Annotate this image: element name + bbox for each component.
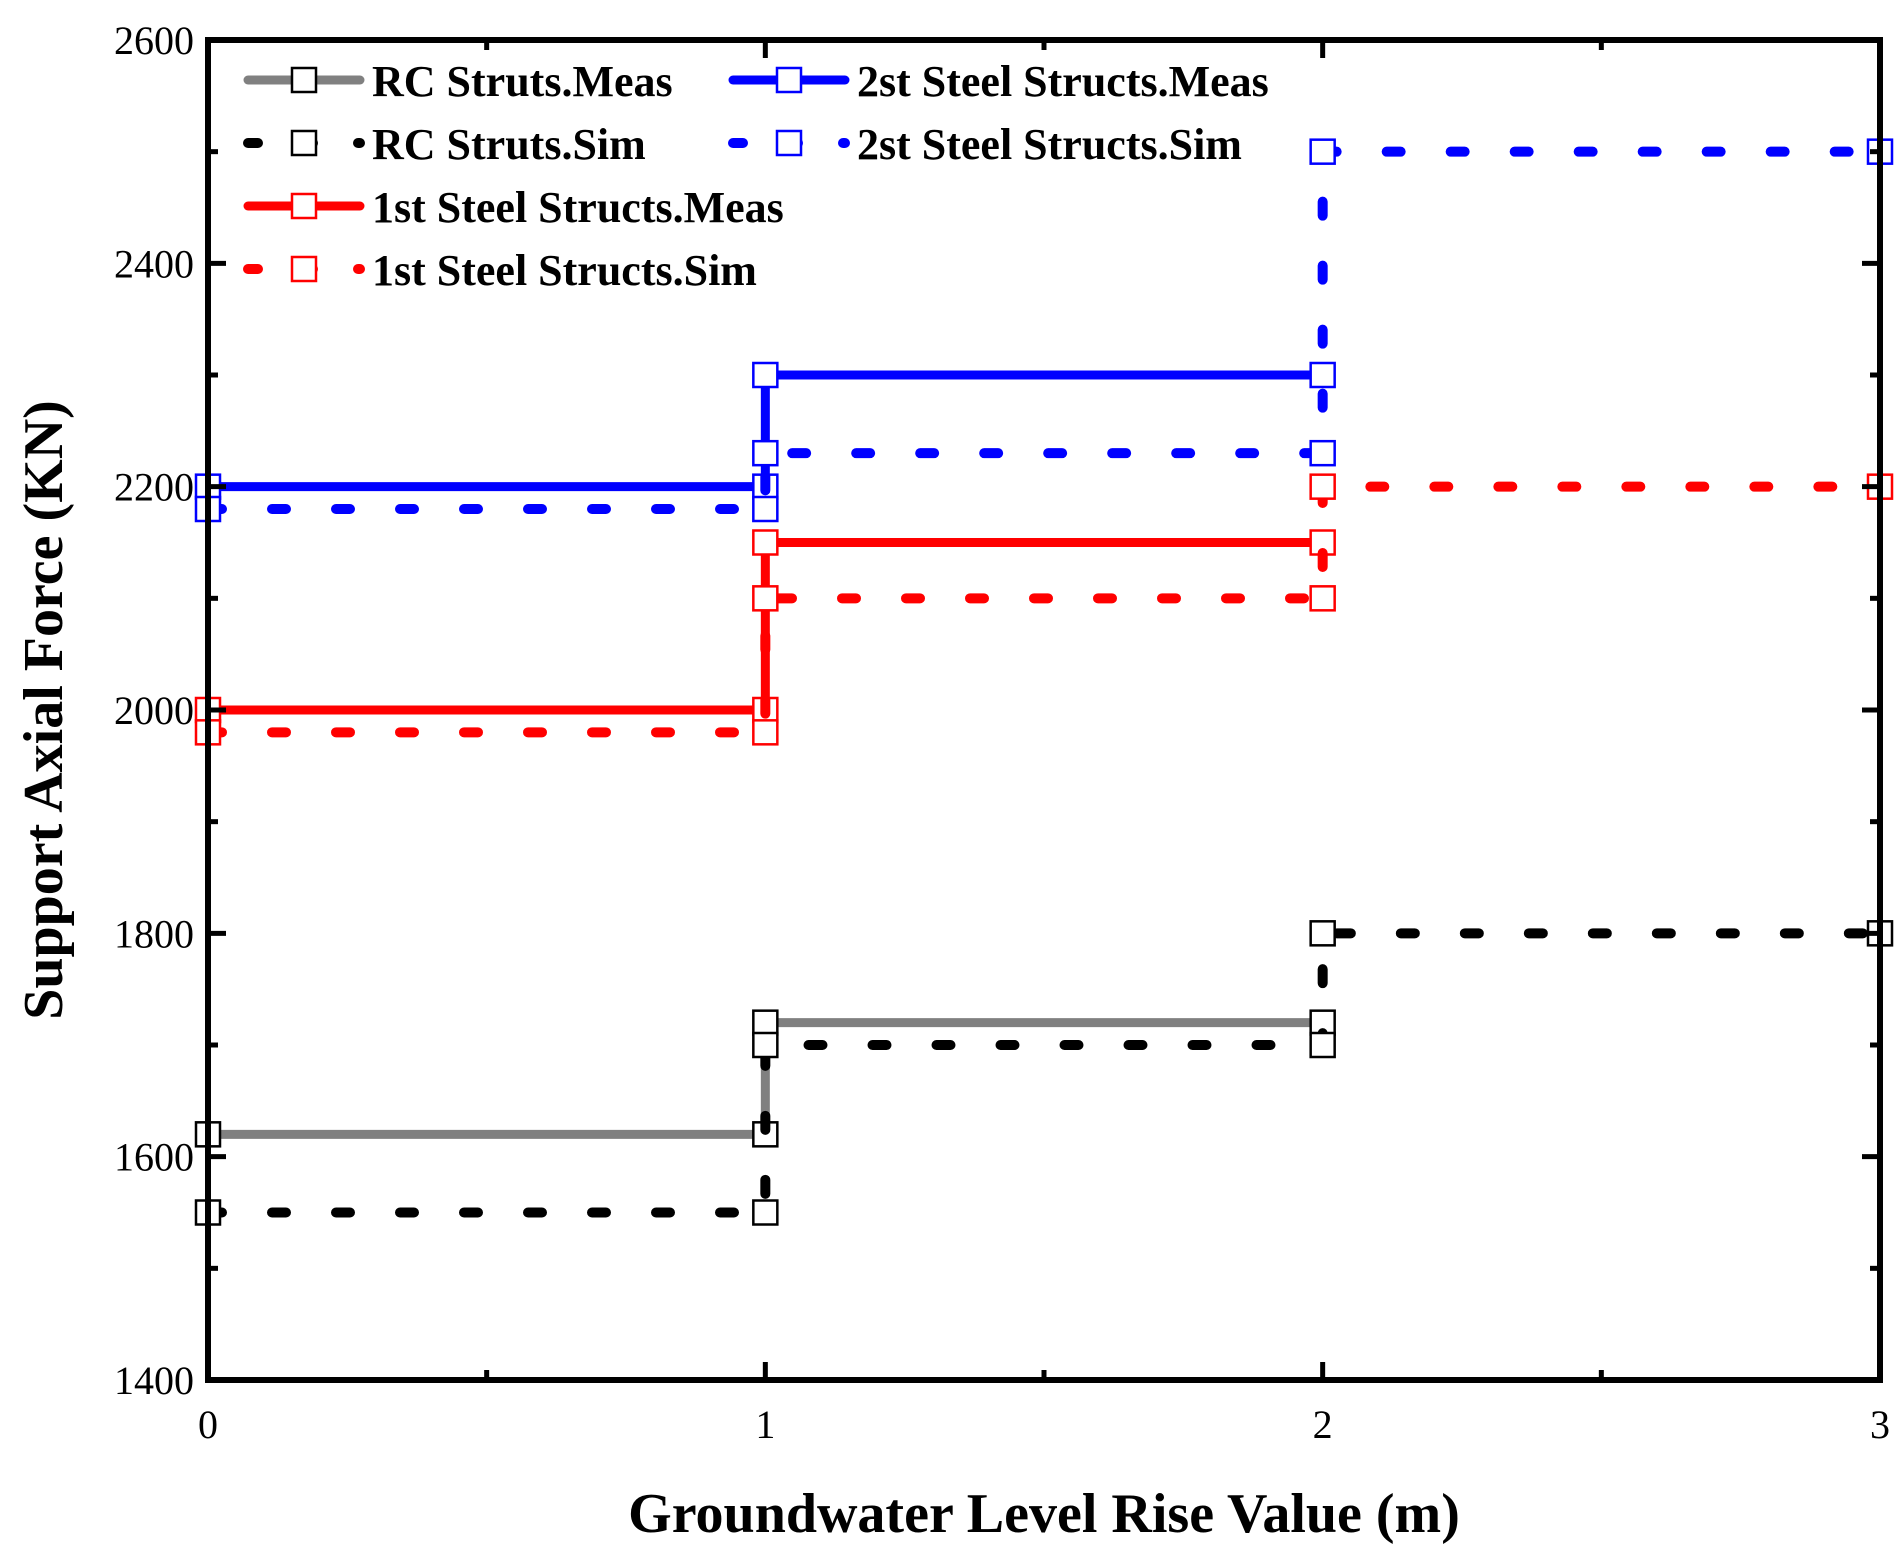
data-point-marker [1309,920,1336,947]
y-tick-label: 1400 [114,1358,194,1403]
legend-swatch-marker [290,66,318,94]
legend-label: 2st Steel Structs.Meas [857,57,1269,106]
x-tick-label: 1 [755,1402,775,1447]
legend-label: 1st Steel Structs.Sim [372,246,757,295]
data-point-marker [752,719,779,746]
data-point-marker [752,1009,779,1036]
legend-item: 2st Steel Structs.Meas [728,57,1269,106]
data-point-marker [1309,1031,1336,1059]
data-point-marker [1309,138,1336,165]
series-line [203,538,1328,715]
legend-label: 2st Steel Structs.Sim [857,120,1242,169]
y-tick-label: 2000 [114,688,194,733]
legend-label: 1st Steel Structs.Meas [372,183,784,232]
series-line [203,146,1885,514]
y-tick-label: 1600 [114,1135,194,1180]
legend-item: 1st Steel Structs.Meas [243,183,784,232]
legend-item: 2st Steel Structs.Sim [728,120,1242,169]
y-tick-label: 1800 [114,911,194,956]
legend-swatch-marker [290,192,318,220]
legend-item: RC Struts.Meas [243,57,673,106]
x-axis-title: Groundwater Level Rise Value (m) [628,1483,1460,1545]
legend: RC Struts.Meas RC Struts.Sim 1st Steel Str… [243,57,1269,295]
axis-ticks [205,37,1883,1383]
legend-label: RC Struts.Meas [372,57,673,106]
data-point-marker [752,585,779,612]
data-point-marker [752,361,779,389]
plot-series [194,138,1894,1226]
data-point-marker [752,1031,779,1059]
x-tick-label: 3 [1870,1402,1890,1447]
y-tick-label: 2400 [114,241,194,286]
y-tick-label: 2600 [114,18,194,63]
y-tick-label: 2200 [114,465,194,510]
legend-label: RC Struts.Sim [372,120,646,169]
legend-item: RC Struts.Sim [243,120,646,169]
y-axis-title: Support Axial Force (KN) [13,400,75,1020]
data-point-marker [752,439,779,467]
legend-swatch-marker [775,66,803,94]
x-tick-label: 0 [198,1402,218,1447]
data-point-marker [1309,439,1336,467]
data-point-marker [752,1199,779,1226]
legend-swatch-marker [290,129,318,157]
series-line [203,370,1328,492]
data-point-marker [1309,585,1336,612]
series-line [203,1018,1328,1139]
data-point-marker [1309,473,1336,500]
data-point-marker [752,529,779,556]
x-tick-label: 2 [1313,1402,1333,1447]
series-line [203,481,1885,738]
tick-labels: 0 1 2 3 1400 1600 1800 2000 2200 2400 2600 [114,18,1890,1447]
series-line [203,928,1885,1218]
data-point-marker [752,495,779,523]
legend-item: 1st Steel Structs.Sim [243,246,757,295]
legend-swatch-marker [290,255,318,283]
legend-swatch-marker [775,129,803,157]
data-point-marker [1309,361,1336,389]
